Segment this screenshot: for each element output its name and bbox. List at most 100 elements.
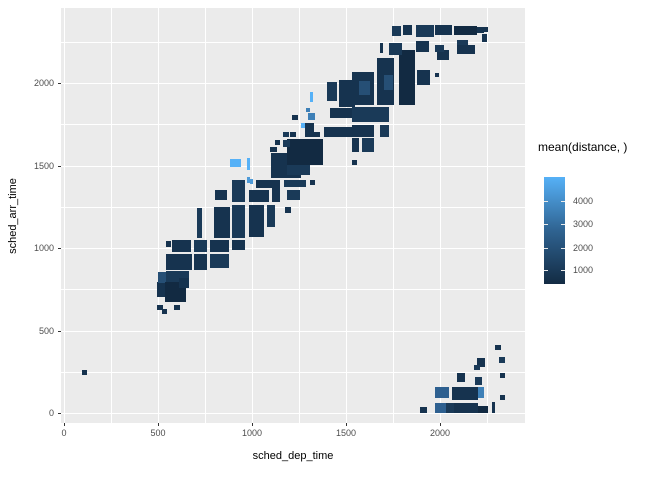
y-tick-mark [58,248,61,249]
x-tick-label: 1500 [335,428,357,438]
heatmap-tile [165,240,172,248]
heatmap-tile [161,309,167,314]
gridline-x-major [440,8,442,423]
heatmap-tile [249,179,254,184]
heatmap-tile [267,205,276,228]
heatmap-tile [454,26,477,36]
heatmap-tile [165,253,192,271]
y-tick-mark [58,165,61,167]
heatmap-tile [193,239,208,253]
heatmap-tile [308,113,315,120]
legend-title: mean(distance, ) [538,140,628,154]
x-tick-label: 2000 [429,428,451,438]
heatmap-tile [157,304,163,310]
gridline-y-minor [61,206,525,208]
legend-tick-label: 1000 [573,265,594,276]
heatmap-tile [494,344,501,351]
legend-tick-mark [544,200,548,202]
gridline-y-minor [61,371,525,373]
y-tick-mark [58,413,61,414]
heatmap-tile [81,370,88,376]
heatmap-tile [477,386,485,399]
heatmap-tile [172,239,191,253]
heatmap-tile [286,165,310,176]
heatmap-tile [415,25,435,37]
x-tick-mark [440,423,441,426]
heatmap-tile [309,91,314,102]
heatmap-tile [339,79,356,107]
heatmap-tile [435,45,445,53]
heatmap-tile [476,26,485,34]
legend-tick-mark [561,224,565,226]
gridline-y-major [61,248,525,250]
heatmap-tile [215,189,227,201]
gridline-x-major [158,8,160,423]
heatmap-tile [361,138,374,153]
legend-tick-mark [544,224,548,226]
heatmap-tile [232,180,246,202]
heatmap-tile [173,304,180,310]
heatmap-tile [379,43,384,54]
heatmap-tile [210,253,229,268]
heatmap-tile [476,357,486,367]
heatmap-tile [193,253,208,271]
gridline-y-major [61,83,525,85]
x-axis-title: sched_dep_time [252,450,334,462]
gridline-x-minor [393,8,394,423]
heatmap-tile [286,139,324,166]
heatmap-tile [327,82,337,102]
y-axis-title: sched_arr_time [7,178,19,254]
heatmap-tile [456,45,475,55]
heatmap-tile [492,402,496,413]
heatmap-tile [289,132,296,137]
gridline-y-minor [61,41,525,43]
heatmap-tile [473,365,481,371]
legend-tick-label: 2000 [573,242,594,253]
heatmap-tile [383,74,393,90]
y-tick-label: 2000 [33,78,54,88]
heatmap-tile [232,240,246,250]
heatmap-tile [309,180,315,186]
heatmap-tile [232,205,246,239]
heatmap-tile [305,132,321,137]
heatmap-tile [292,114,299,120]
heatmap-tile [330,107,356,118]
heatmap-tile [214,206,230,239]
x-tick-label: 1000 [241,428,263,438]
heatmap-tile [283,180,307,187]
y-tick-label: 500 [38,325,54,336]
x-tick-mark [64,423,65,426]
heatmap-tile [456,372,466,383]
legend-tick-mark [544,270,548,272]
y-tick-label: 1000 [33,243,54,253]
x-tick-label: 0 [61,428,67,438]
y-tick-label: 0 [48,408,54,418]
legend: mean(distance, ) 4000 3000 2000 1000 [533,140,668,310]
heatmap-tile [379,125,389,137]
heatmap-tile [499,356,505,364]
legend-tick-mark [561,200,565,202]
heatmap-tile [270,147,277,152]
heatmap-tile [271,180,281,202]
gridline-x-minor [299,8,300,423]
heatmap-tile [434,73,440,78]
heatmap-tile [247,177,251,183]
heatmap-tile [500,394,505,400]
heatmap-tile [305,107,311,113]
heatmap-tile [249,205,265,238]
heatmap-tile [158,271,173,283]
heatmap-tile [484,26,489,32]
x-tick-label: 500 [150,428,166,438]
heatmap-tile [352,106,390,122]
legend-tick-mark [561,270,565,272]
legend-colorbar [544,177,565,284]
heatmap-tile [435,25,452,36]
heatmap-tile [359,81,371,95]
heatmap-tile [437,50,450,60]
gridline-x-minor [111,8,112,423]
gridline-y-major [61,413,525,415]
gridline-y-minor [61,124,525,125]
gridline-x-minor [487,8,488,423]
x-tick-mark [346,423,347,426]
heatmap-tile [474,377,483,385]
